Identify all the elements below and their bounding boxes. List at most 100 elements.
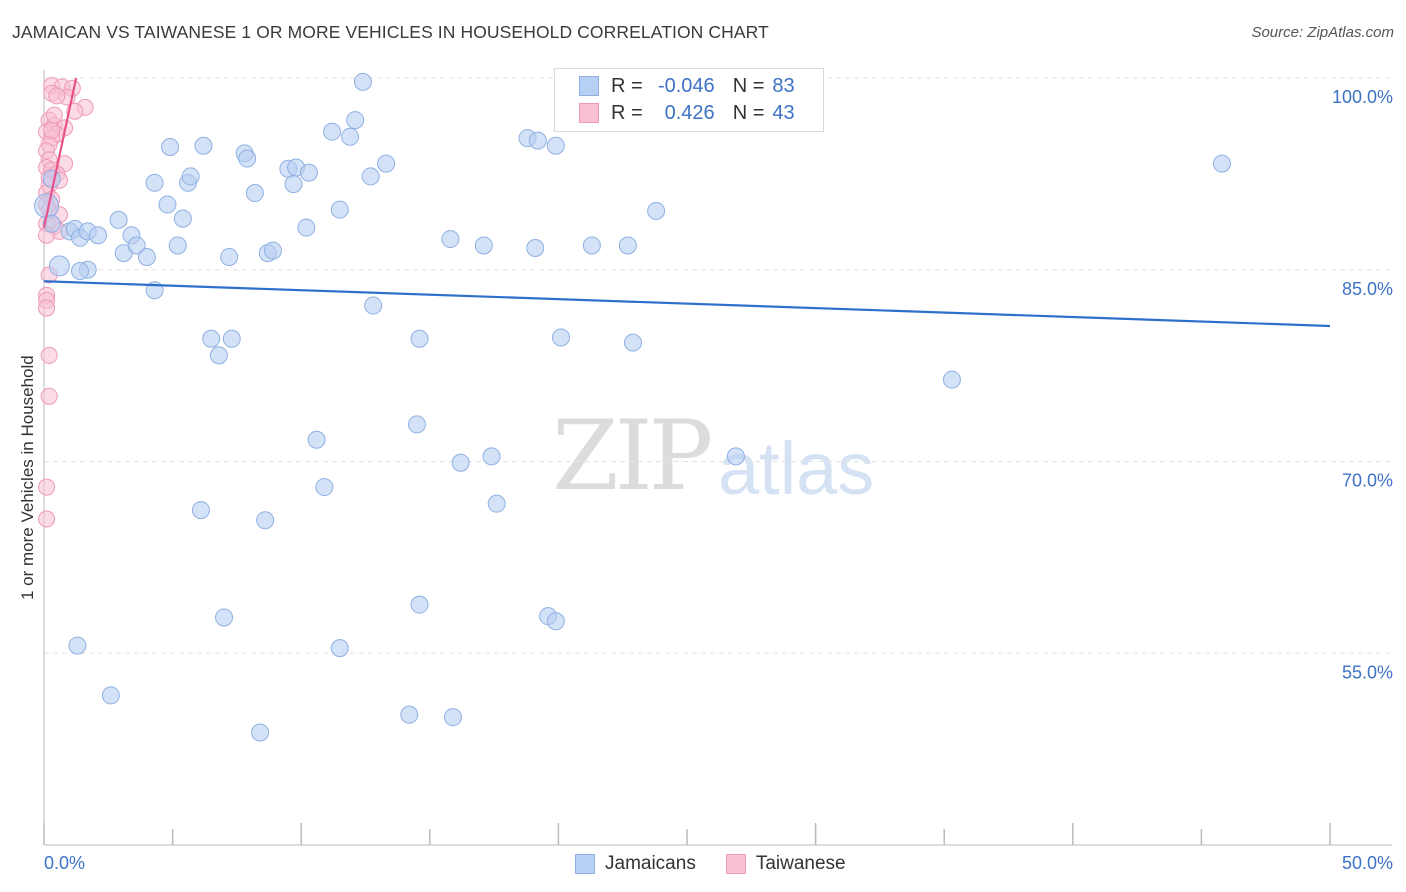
jamaican-point (256, 511, 275, 530)
jamaican-point (623, 333, 642, 352)
axes (43, 70, 1392, 846)
jamaican-point (410, 595, 429, 614)
taiwanese-point (40, 387, 58, 405)
jamaican-point (528, 131, 547, 150)
y-tick-label: 100.0% (1332, 87, 1393, 107)
jamaican-point (551, 328, 570, 347)
jamaican-point (181, 167, 200, 186)
jamaican-point (361, 167, 380, 186)
x-tick-label: 50.0% (1342, 853, 1393, 873)
jamaican-point (127, 236, 146, 255)
jamaican-point (158, 195, 177, 214)
jamaican-point (474, 236, 493, 255)
jamaican-point (330, 639, 349, 658)
legend-row-taiwanese: R = 0.426 N = 43 (579, 101, 795, 125)
legend-item-taiwanese: Taiwanese (725, 853, 846, 875)
jamaican-point (263, 241, 282, 260)
pink-swatch (725, 854, 746, 874)
blue-swatch (579, 76, 599, 96)
r-value: 0.426 (664, 101, 715, 124)
jamaican-point (410, 329, 429, 348)
jamaican-point (400, 705, 419, 724)
jamaican-point (647, 201, 666, 220)
jamaican-point (245, 184, 264, 203)
r-value: -0.046 (657, 74, 715, 97)
jamaican-point (407, 415, 426, 434)
jamaican-point (297, 218, 316, 237)
n-value: 83 (772, 74, 795, 97)
jamaican-point (161, 138, 180, 157)
y-tick-label: 85.0% (1342, 279, 1393, 299)
jamaican-point (726, 447, 745, 466)
legend-row-jamaicans: R = -0.046 N = 83 (579, 74, 795, 98)
legend-item-jamaicans: Jamaicans (575, 853, 696, 875)
jamaican-point (377, 154, 396, 173)
jamaican-point (48, 255, 70, 277)
jamaican-point (173, 209, 192, 228)
jamaican-point (145, 173, 164, 192)
jamaican-point (341, 127, 360, 146)
chart-title: JAMAICAN VS TAIWANESE 1 OR MORE VEHICLES… (12, 22, 769, 42)
source-credit: Source: ZipAtlas.com (1251, 24, 1394, 41)
jamaican-point (323, 122, 342, 141)
jamaican-point (202, 329, 221, 348)
jamaican-point (68, 636, 87, 655)
jamaican-point (42, 214, 61, 233)
n-label: N = (732, 101, 765, 124)
jamaican-point (315, 478, 334, 497)
jamaican-point (238, 149, 257, 168)
jamaican-point (101, 686, 120, 705)
jamaican-points (34, 72, 1231, 742)
jamaican-point (137, 247, 156, 266)
jamaican-point (526, 239, 545, 258)
jamaican-point (109, 210, 128, 229)
jamaican-point (42, 169, 61, 188)
jamaican-point (284, 175, 303, 194)
trend-lines (42, 77, 1331, 328)
jamaican-point (215, 608, 234, 627)
taiwanese-point (48, 87, 66, 105)
legend-label-taiwanese: Taiwanese (755, 853, 846, 874)
stats-legend: R = -0.046 N = 83 R = 0.426 N = 43 (554, 68, 824, 132)
jamaican-point (330, 200, 349, 219)
jamaican-point (191, 501, 210, 520)
jamaican-point (346, 111, 365, 130)
jamaican-point (487, 494, 506, 513)
r-label: R = (611, 101, 643, 124)
jamaican-point (209, 346, 228, 365)
tick-labels: 100.0% 85.0% 70.0% 55.0% 0.0% 50.0% (44, 87, 1393, 873)
jamaican-point (364, 296, 383, 315)
taiwanese-point (45, 106, 63, 124)
taiwanese-trend-line (42, 77, 78, 228)
jamaican-point (353, 72, 372, 91)
jamaican-point (194, 136, 213, 155)
jamaican-point (222, 329, 241, 348)
jamaican-trend-line (43, 280, 1331, 328)
series-legend: Jamaicans Taiwanese (575, 852, 876, 876)
jamaican-point (582, 236, 601, 255)
jamaican-point (942, 370, 961, 389)
y-axis-label: 1 or more Vehicles in Household (18, 355, 37, 600)
y-tick-label: 70.0% (1342, 471, 1393, 491)
y-tick-label: 55.0% (1342, 662, 1393, 682)
jamaican-point (546, 136, 565, 155)
watermark-atlas: atlas (718, 427, 875, 510)
legend-label-jamaicans: Jamaicans (605, 853, 696, 874)
jamaican-point (251, 723, 270, 742)
jamaican-point (1212, 154, 1231, 173)
jamaican-point (220, 247, 239, 266)
taiwanese-point (40, 346, 58, 364)
jamaican-point (299, 163, 318, 182)
n-value: 43 (772, 101, 795, 124)
watermark-zip: ZIP (552, 400, 713, 512)
taiwanese-point (38, 299, 56, 317)
x-tick-label: 0.0% (44, 853, 85, 873)
jamaican-point (307, 430, 326, 449)
taiwanese-points (38, 77, 94, 528)
jamaican-point (482, 447, 501, 466)
jamaican-point (618, 236, 637, 255)
blue-swatch (575, 854, 595, 874)
jamaican-point (546, 612, 565, 631)
jamaican-point (71, 262, 90, 281)
